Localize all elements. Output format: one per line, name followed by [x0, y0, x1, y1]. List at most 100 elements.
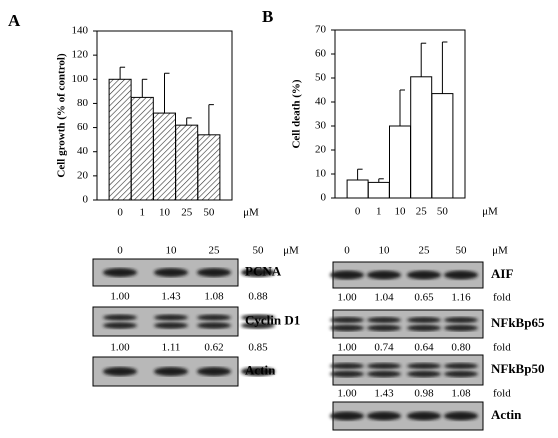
band	[407, 411, 441, 421]
bar	[346, 179, 369, 199]
band	[330, 411, 364, 421]
dose-label: 0	[117, 245, 123, 257]
fold-value: 1.00	[337, 342, 357, 354]
dose-label: 10	[166, 245, 178, 257]
dose-label: 50	[456, 245, 468, 257]
band	[367, 270, 401, 280]
band	[444, 270, 478, 280]
bar	[175, 124, 199, 201]
fold-value: 0.65	[414, 292, 434, 304]
band	[444, 363, 478, 369]
y-tick-label: 80	[77, 97, 89, 109]
x-unit: μM	[243, 207, 259, 219]
band	[103, 268, 137, 277]
y-tick-label: 20	[77, 169, 89, 181]
y-tick-label: 20	[315, 144, 327, 156]
fold-value: 1.11	[162, 342, 181, 354]
band	[444, 324, 478, 332]
dose-label: 25	[419, 245, 431, 257]
y-tick-label: 30	[315, 120, 327, 132]
y-tick-label: 60	[77, 121, 89, 133]
dose-unit: μM	[492, 245, 508, 257]
band	[407, 370, 441, 378]
band	[407, 317, 441, 323]
band	[444, 317, 478, 323]
dose-unit: μM	[283, 245, 299, 257]
bar	[431, 93, 454, 199]
fold-value: 0.74	[374, 342, 394, 354]
band	[330, 324, 364, 332]
y-tick-label: 0	[321, 192, 327, 204]
y-tick-label: 100	[72, 73, 89, 85]
dose-label: 10	[379, 245, 391, 257]
band	[367, 363, 401, 369]
blot-strip	[332, 309, 484, 339]
bar	[367, 181, 390, 199]
fold-value: 1.43	[161, 291, 181, 303]
bar	[153, 112, 176, 201]
row-label: AIF	[491, 266, 513, 281]
row-label: Actin	[245, 362, 276, 377]
fold-value: 1.08	[451, 388, 471, 400]
band	[367, 324, 401, 332]
x-unit: μM	[482, 206, 498, 218]
band	[197, 322, 231, 329]
band	[103, 322, 137, 329]
band	[407, 363, 441, 369]
x-tick-label: 25	[181, 207, 193, 219]
y-tick-label: 40	[77, 145, 89, 157]
x-tick-label: 1	[140, 207, 146, 219]
fold-value: 1.04	[374, 292, 394, 304]
band	[154, 322, 188, 329]
band	[444, 411, 478, 421]
fold-value: 0.62	[204, 342, 223, 354]
band	[407, 324, 441, 332]
band	[154, 314, 188, 321]
band	[444, 370, 478, 378]
fold-value: 0.80	[451, 342, 471, 354]
band	[367, 411, 401, 421]
band	[241, 367, 275, 376]
fold-label: fold	[493, 388, 511, 400]
fold-value: 0.88	[248, 291, 268, 303]
row-label: NFkBp50	[491, 361, 544, 376]
y-tick-label: 70	[315, 24, 327, 36]
bar	[130, 96, 154, 201]
y-tick-label: 120	[72, 49, 89, 61]
y-tick-label: 60	[315, 48, 327, 60]
band	[103, 314, 137, 321]
blot-strip	[332, 354, 484, 386]
band	[154, 268, 188, 277]
panel-label: A	[8, 11, 21, 30]
bar	[410, 76, 433, 199]
fold-label: fold	[493, 292, 511, 304]
band	[367, 370, 401, 378]
y-tick-label: 140	[72, 25, 89, 37]
x-tick-label: 10	[395, 206, 407, 218]
dose-label: 25	[209, 245, 221, 257]
x-tick-label: 1	[376, 206, 382, 218]
bar	[197, 134, 221, 201]
y-tick-label: 50	[315, 72, 327, 84]
band	[103, 367, 137, 376]
fold-value: 0.64	[414, 342, 434, 354]
x-tick-label: 10	[159, 207, 171, 219]
band	[241, 322, 275, 329]
x-tick-label: 50	[203, 207, 215, 219]
y-tick-label: 0	[83, 194, 89, 206]
fold-value: 1.00	[337, 292, 357, 304]
fold-value: 0.85	[248, 342, 268, 354]
fold-value: 1.08	[204, 291, 224, 303]
bar	[389, 125, 411, 199]
band	[154, 367, 188, 376]
dose-label: 0	[344, 245, 350, 257]
band	[197, 314, 231, 321]
fold-value: 1.00	[110, 342, 130, 354]
blot-strip	[92, 306, 239, 337]
x-tick-label: 25	[416, 206, 428, 218]
fold-value: 1.00	[110, 291, 130, 303]
band	[407, 270, 441, 280]
fold-value: 1.43	[374, 388, 394, 400]
band	[330, 370, 364, 378]
